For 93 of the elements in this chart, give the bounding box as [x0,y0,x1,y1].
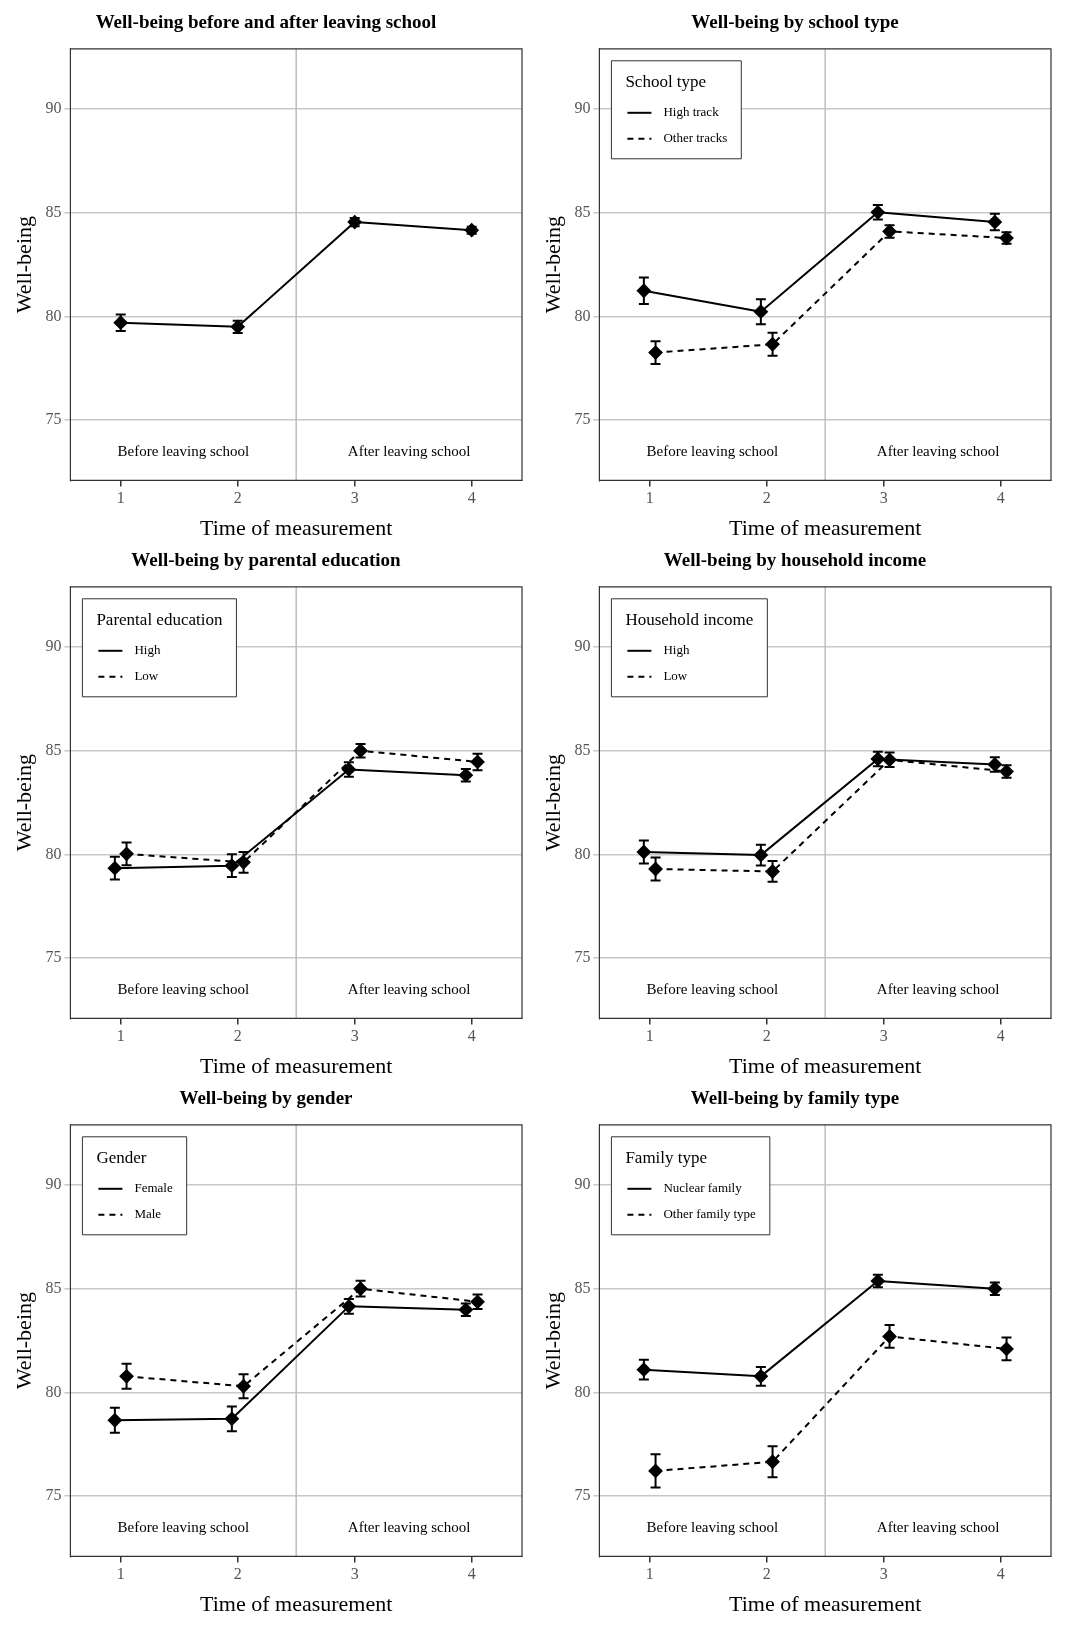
x-axis-title: Time of measurement [200,1590,393,1616]
annotation: After leaving school [876,981,1000,998]
legend-title: Family type [625,1148,708,1168]
legend-label: High [134,642,161,658]
y-tick-label: 80 [574,1382,591,1400]
y-tick-label: 75 [574,1486,591,1504]
annotation: After leaving school [876,1519,1000,1536]
y-axis-title: Well-being [10,754,36,852]
chart-title: Well-being by household income [663,549,927,571]
y-axis-title: Well-being [539,1292,565,1390]
annotation: Before leaving school [117,981,250,998]
x-tick-label: 1 [116,489,125,507]
x-tick-label: 3 [350,1027,359,1045]
chart-title: Well-being by family type [690,1087,900,1109]
x-tick-label: 4 [467,489,476,507]
chart-title: Well-being by gender [179,1087,354,1109]
y-tick-label: 90 [45,637,62,655]
y-axis-title: Well-being [539,754,565,852]
legend-label: Male [134,1206,162,1222]
legend-title: School type [625,72,707,92]
x-axis-title: Time of measurement [729,1052,922,1078]
y-axis-title: Well-being [10,1292,36,1390]
y-tick-label: 85 [45,1278,62,1296]
x-tick-label: 3 [879,489,888,507]
y-tick-label: 75 [45,410,62,428]
legend-label: Other tracks [663,130,728,146]
x-tick-label: 2 [233,1565,242,1583]
y-tick-label: 85 [45,740,62,758]
y-tick-label: 75 [45,1486,62,1504]
y-tick-label: 75 [45,948,62,966]
x-tick-label: 1 [645,489,654,507]
x-tick-label: 4 [996,1027,1005,1045]
legend-label: Low [663,668,688,684]
y-tick-label: 80 [45,1382,62,1400]
y-tick-label: 90 [45,1175,62,1193]
x-tick-label: 3 [350,489,359,507]
x-tick-label: 4 [996,1565,1005,1583]
x-tick-label: 3 [879,1027,888,1045]
annotation: Before leaving school [646,1519,779,1536]
y-tick-label: 75 [574,410,591,428]
y-tick-label: 80 [574,844,591,862]
x-tick-label: 1 [645,1565,654,1583]
x-tick-label: 4 [467,1565,476,1583]
legend-title: Household income [625,610,754,630]
annotation: After leaving school [347,443,471,460]
x-tick-label: 3 [879,1565,888,1583]
y-tick-label: 85 [574,202,591,220]
x-tick-label: 3 [350,1565,359,1583]
y-tick-label: 80 [574,306,591,324]
chart-title: Well-being by parental education [131,549,402,571]
annotation: After leaving school [347,981,471,998]
y-axis-title: Well-being [10,216,36,314]
legend-title: Gender [96,1148,147,1168]
y-tick-label: 85 [574,740,591,758]
y-tick-label: 85 [45,202,62,220]
x-tick-label: 1 [116,1565,125,1583]
annotation: Before leaving school [646,981,779,998]
y-tick-label: 80 [45,844,62,862]
chart-title: Well-being before and after leaving school [95,11,437,33]
x-tick-label: 2 [762,489,771,507]
y-tick-label: 90 [45,99,62,117]
legend-label: Nuclear family [663,1180,743,1196]
y-tick-label: 80 [45,306,62,324]
annotation: After leaving school [347,1519,471,1536]
annotation: After leaving school [876,443,1000,460]
x-tick-label: 2 [762,1565,771,1583]
y-tick-label: 85 [574,1278,591,1296]
legend-label: Low [134,668,159,684]
legend-label: Other family type [663,1206,757,1222]
legend-label: High [663,642,690,658]
x-tick-label: 2 [762,1027,771,1045]
y-tick-label: 90 [574,1175,591,1193]
annotation: Before leaving school [646,443,779,460]
legend-title: Parental education [96,610,223,630]
legend-label: High track [663,104,720,120]
x-tick-label: 1 [116,1027,125,1045]
x-tick-label: 2 [233,489,242,507]
y-tick-label: 75 [574,948,591,966]
y-tick-label: 90 [574,99,591,117]
x-tick-label: 4 [467,1027,476,1045]
y-axis-title: Well-being [539,216,565,314]
x-tick-label: 4 [996,489,1005,507]
x-axis-title: Time of measurement [729,1590,922,1616]
x-axis-title: Time of measurement [200,514,393,540]
chart-title: Well-being by school type [691,11,899,33]
legend-label: Female [134,1180,173,1196]
annotation: Before leaving school [117,443,250,460]
x-tick-label: 2 [233,1027,242,1045]
x-axis-title: Time of measurement [200,1052,393,1078]
annotation: Before leaving school [117,1519,250,1536]
y-tick-label: 90 [574,637,591,655]
x-axis-title: Time of measurement [729,514,922,540]
x-tick-label: 1 [645,1027,654,1045]
